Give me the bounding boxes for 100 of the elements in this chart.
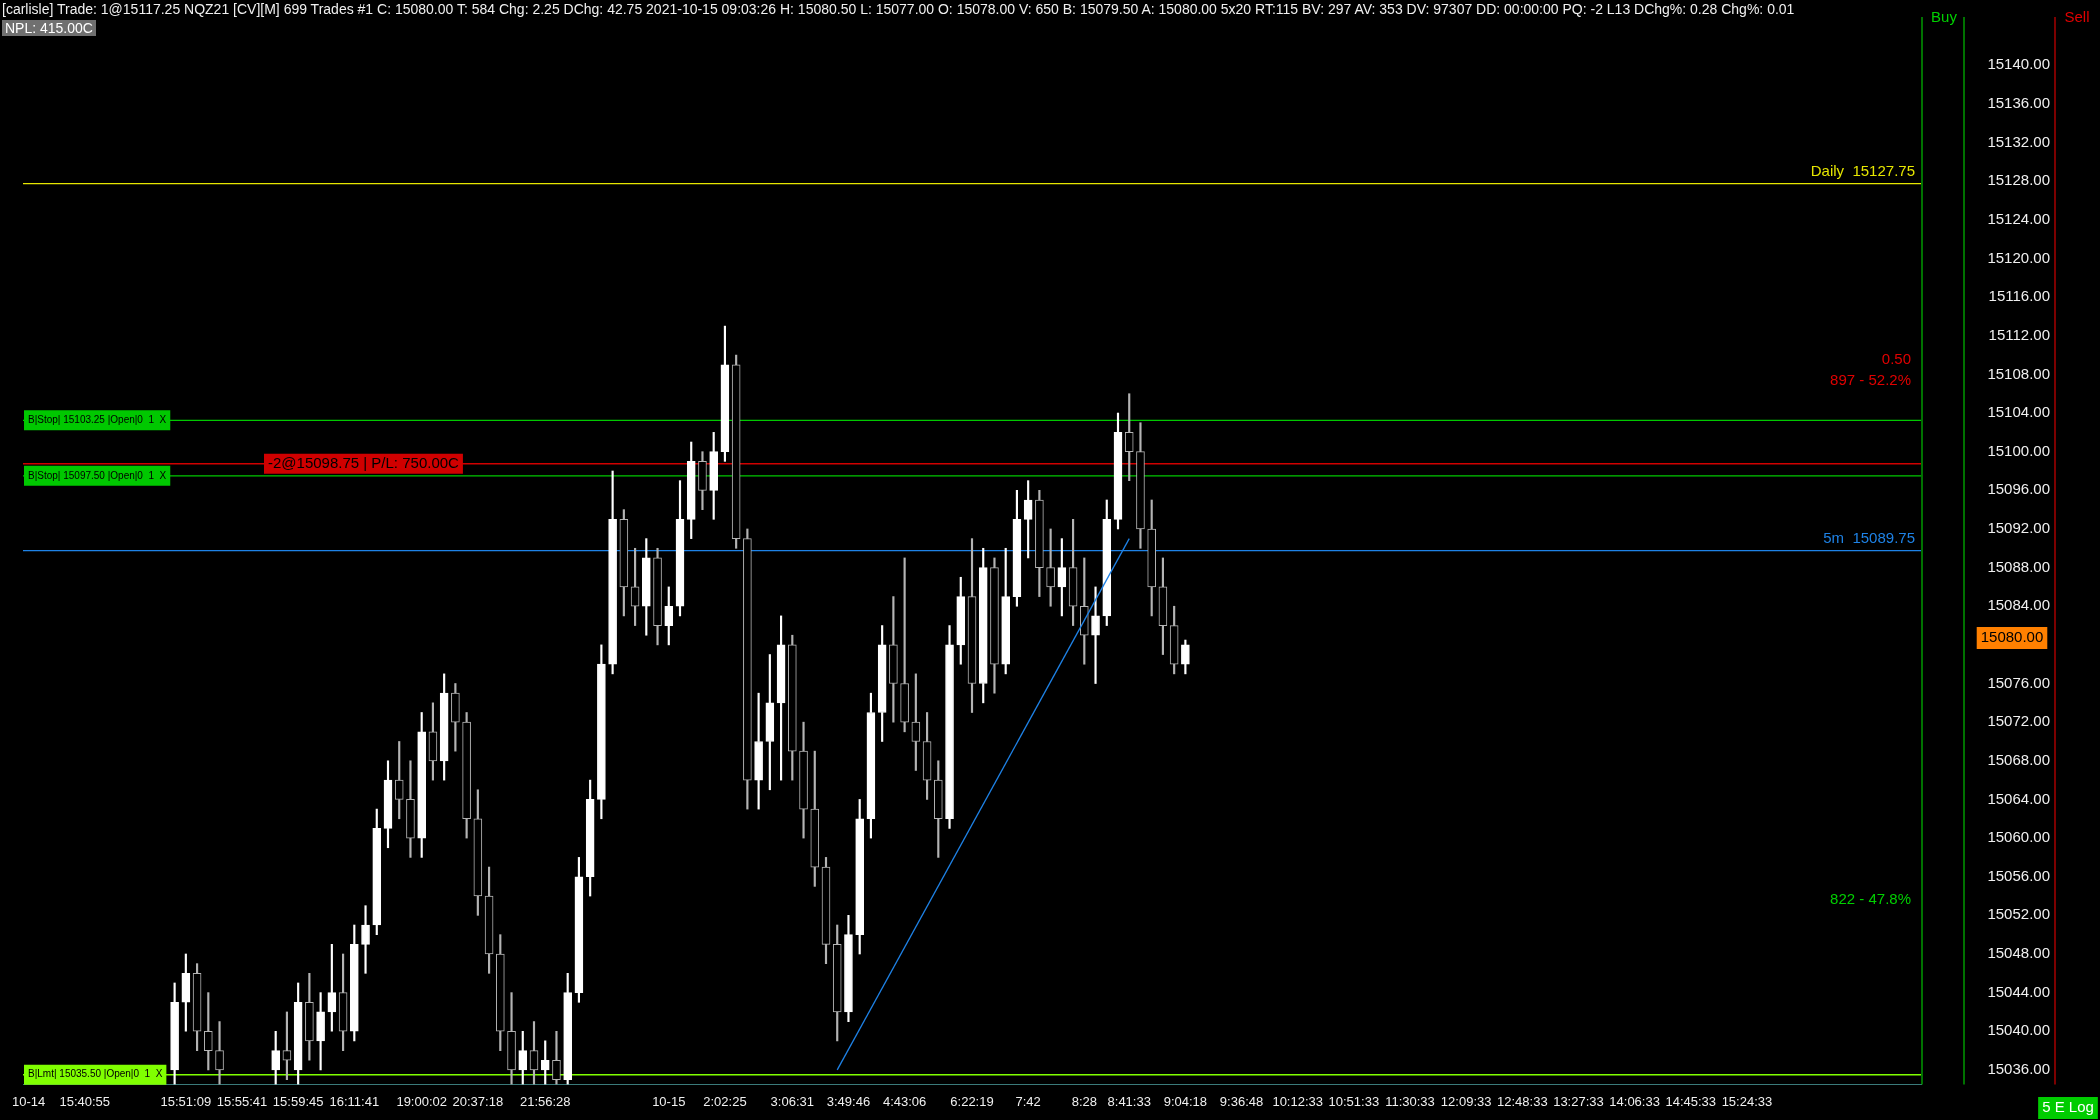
candlestick (911, 673, 921, 771)
x-tick-label: 12:48:33 (1497, 1093, 1548, 1109)
y-tick-label: 15088.00 (1987, 557, 2050, 575)
ref-line-label: B|Lmt| 15035.50 |Open|0 1 X (28, 1068, 163, 1080)
x-tick-label: 3:06:31 (770, 1093, 814, 1109)
annotation: 897 - 52.2% (1830, 371, 1911, 389)
y-tick-label: 15060.00 (1987, 828, 2050, 846)
candlestick (406, 760, 415, 858)
x-tick-label: 21:56:28 (519, 1093, 571, 1109)
candlestick (1147, 499, 1157, 617)
y-tick-label: 15092.00 (1987, 519, 2050, 537)
x-tick-label: 14:45:33 (1665, 1093, 1717, 1109)
x-tick-label: 8:28 (1071, 1093, 1097, 1109)
chart-subtitle: NPL: 415.00C (2, 20, 96, 36)
candlestick (990, 557, 999, 694)
candlestick (653, 547, 662, 646)
annotation: 822 - 47.8% (1830, 890, 1911, 908)
candlestick (810, 750, 820, 887)
y-tick-label: 15132.00 (1987, 132, 2050, 150)
candlestick (754, 692, 763, 810)
candlestick (305, 972, 314, 1061)
candlestick (552, 1030, 561, 1085)
candlestick (844, 915, 853, 1022)
candlestick (327, 944, 337, 1032)
y-tick-label: 15096.00 (1987, 480, 2050, 498)
text: Buy (1931, 8, 1958, 26)
x-tick-label: 11:30:33 (1385, 1093, 1435, 1109)
text: 5 E Log (2042, 1098, 2094, 1116)
x-tick-label: 8:41:33 (1107, 1093, 1151, 1109)
x-tick-label: 13:27:33 (1553, 1093, 1604, 1109)
x-tick-label: 9:04:18 (1163, 1093, 1208, 1109)
candlestick (1035, 490, 1044, 597)
candlestick (619, 509, 629, 617)
candlestick (361, 905, 370, 974)
candlestick (1091, 586, 1100, 684)
annotation: 0.50 (1881, 350, 1911, 368)
candlestick (945, 625, 954, 829)
ref-line-label: B|Stop| 15097.50 |Open|0 1 X (28, 469, 167, 481)
candlestick (787, 634, 797, 781)
candlestick (1079, 557, 1089, 665)
y-tick-label: 15128.00 (1987, 171, 2050, 189)
candlestick (765, 654, 775, 791)
y-tick-label: 15056.00 (1987, 866, 2050, 884)
x-tick-label: 10-15 (652, 1093, 686, 1109)
y-tick-label: 15076.00 (1987, 673, 2050, 691)
x-tick-label: 10-14 (11, 1093, 46, 1109)
candlestick (1124, 393, 1134, 481)
y-tick-label: 15064.00 (1987, 789, 2050, 807)
candlestick (967, 538, 977, 713)
x-tick-label: 15:24:33 (1721, 1093, 1773, 1109)
candlestick (900, 557, 909, 733)
y-tick-label: 15112.00 (1988, 325, 2050, 343)
candlestick (1158, 557, 1168, 655)
candlestick (215, 1021, 224, 1085)
candlestick (507, 992, 516, 1085)
candlestick (933, 760, 943, 858)
x-tick-label: 20:37:18 (452, 1093, 504, 1109)
y-tick-label: 15048.00 (1987, 944, 2050, 962)
y-tick-label: 15136.00 (1987, 94, 2050, 112)
x-tick-label: 3:49:46 (826, 1093, 871, 1109)
candlestick (316, 992, 325, 1071)
text: 15080.00 (1980, 628, 2044, 646)
candlestick (1012, 490, 1022, 607)
candlestick (451, 683, 460, 752)
x-tick-label: 7:42 (1015, 1093, 1041, 1109)
x-tick-label: 6:22:19 (950, 1093, 994, 1109)
candlestick (698, 451, 707, 510)
y-tick-label: 15040.00 (1987, 1021, 2050, 1039)
y-tick-label: 15140.00 (1987, 55, 2050, 73)
y-tick-label: 15052.00 (1987, 905, 2050, 923)
x-tick-label: 15:40:55 (59, 1093, 111, 1109)
ref-line-label: -2@15098.75 | P/L: 750.00C (268, 453, 460, 471)
y-tick-label: 15100.00 (1987, 441, 2050, 459)
candlestick (922, 712, 932, 800)
text: Sell (2064, 8, 2090, 26)
ref-line-label: B|Stop| 15103.25 |Open|0 1 X (28, 414, 167, 426)
candlestick (1057, 538, 1067, 617)
y-tick-label: 15036.00 (1987, 1060, 2050, 1078)
candlestick (473, 789, 483, 916)
x-tick-label: 15:59:45 (272, 1093, 324, 1109)
x-tick-label: 15:55:41 (216, 1093, 268, 1109)
candlestick (877, 625, 887, 742)
y-tick-label: 15124.00 (1987, 209, 2050, 227)
y-tick-label: 15108.00 (1987, 364, 2050, 382)
y-tick-label: 15120.00 (1987, 248, 2050, 266)
candlestick (1136, 422, 1145, 549)
x-tick-label: 15:51:09 (160, 1093, 212, 1109)
y-tick-label: 15044.00 (1987, 982, 2050, 1000)
x-tick-label: 9:36:48 (1219, 1093, 1264, 1109)
y-tick-label: 15068.00 (1987, 750, 2050, 768)
x-tick-label: 12:09:33 (1440, 1093, 1492, 1109)
y-tick-label: 15116.00 (1988, 287, 2050, 305)
ref-line-label: 5m 15089.75 (1823, 528, 1915, 546)
candlestick (799, 721, 808, 839)
x-tick-label: 10:51:33 (1328, 1093, 1380, 1109)
ref-line-label: Daily 15127.75 (1810, 161, 1915, 179)
candlestick (641, 538, 651, 636)
x-tick-label: 14:06:33 (1609, 1093, 1660, 1109)
y-tick-label: 15104.00 (1987, 403, 2050, 421)
x-tick-label: 10:12:33 (1272, 1093, 1323, 1109)
